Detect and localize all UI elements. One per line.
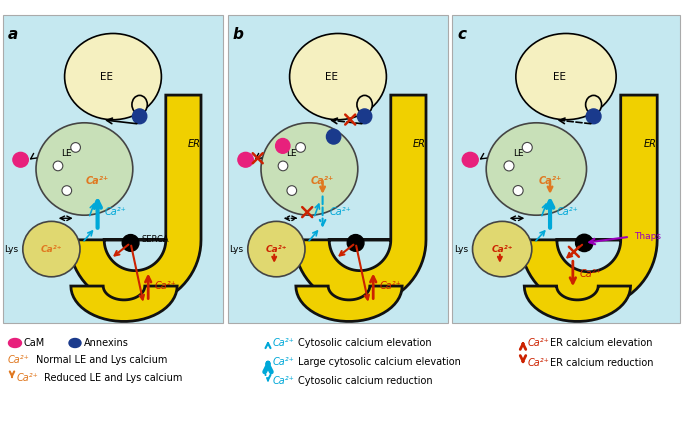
Ellipse shape xyxy=(238,152,253,167)
Bar xyxy=(3,15,223,323)
Text: SERCA: SERCA xyxy=(142,236,169,244)
Circle shape xyxy=(122,235,139,251)
Polygon shape xyxy=(521,95,657,308)
Text: Ca²⁺: Ca²⁺ xyxy=(528,358,550,368)
Circle shape xyxy=(296,142,306,152)
Bar xyxy=(228,15,448,323)
Ellipse shape xyxy=(132,109,147,124)
Text: Ca²⁺: Ca²⁺ xyxy=(40,245,62,254)
Text: Ca²⁺: Ca²⁺ xyxy=(17,373,39,383)
Text: Cytosolic calcium elevation: Cytosolic calcium elevation xyxy=(298,338,432,348)
Ellipse shape xyxy=(8,339,21,348)
Text: EE: EE xyxy=(325,71,338,81)
Text: b: b xyxy=(233,27,244,42)
Ellipse shape xyxy=(473,221,532,277)
Text: Cytosolic calcium reduction: Cytosolic calcium reduction xyxy=(298,376,433,386)
Ellipse shape xyxy=(36,123,133,215)
Ellipse shape xyxy=(132,95,147,114)
Text: Thaps: Thaps xyxy=(634,232,662,241)
Text: Ca²⁺: Ca²⁺ xyxy=(104,207,126,217)
Ellipse shape xyxy=(327,129,340,144)
Polygon shape xyxy=(524,286,630,321)
Text: Ca²⁺: Ca²⁺ xyxy=(538,176,562,186)
Text: Ca²⁺: Ca²⁺ xyxy=(329,207,351,217)
Text: Normal LE and Lys calcium: Normal LE and Lys calcium xyxy=(36,355,167,365)
Bar xyxy=(452,15,680,323)
Ellipse shape xyxy=(290,33,386,120)
Circle shape xyxy=(504,161,514,171)
Text: Ca²⁺: Ca²⁺ xyxy=(86,176,109,186)
Polygon shape xyxy=(69,95,201,306)
Text: Reduced LE and Lys calcium: Reduced LE and Lys calcium xyxy=(44,373,182,383)
Text: Ca²⁺: Ca²⁺ xyxy=(528,338,550,348)
Ellipse shape xyxy=(275,139,290,153)
Ellipse shape xyxy=(13,152,28,167)
Ellipse shape xyxy=(586,109,601,124)
Text: Lys: Lys xyxy=(454,245,468,254)
Text: Ca²⁺: Ca²⁺ xyxy=(8,355,29,365)
Ellipse shape xyxy=(261,123,358,215)
Text: Ca²⁺: Ca²⁺ xyxy=(266,245,287,254)
Polygon shape xyxy=(71,286,177,321)
Polygon shape xyxy=(296,286,402,321)
Text: EE: EE xyxy=(100,71,113,81)
Ellipse shape xyxy=(586,95,601,114)
Text: Ca²⁺: Ca²⁺ xyxy=(155,281,177,291)
Text: Lys: Lys xyxy=(229,245,243,254)
Circle shape xyxy=(347,235,364,251)
Text: Ca²⁺: Ca²⁺ xyxy=(379,281,401,291)
Ellipse shape xyxy=(358,109,372,124)
Text: Ca²⁺: Ca²⁺ xyxy=(311,176,334,186)
Ellipse shape xyxy=(23,221,80,277)
Circle shape xyxy=(278,161,288,171)
Text: ER: ER xyxy=(643,139,656,149)
Ellipse shape xyxy=(516,33,616,120)
Text: Ca²⁺: Ca²⁺ xyxy=(273,376,295,386)
Text: LE: LE xyxy=(286,149,297,158)
Circle shape xyxy=(513,186,523,196)
Circle shape xyxy=(71,142,80,152)
Circle shape xyxy=(575,234,593,252)
Ellipse shape xyxy=(357,95,373,114)
Text: a: a xyxy=(8,27,18,42)
Text: LE: LE xyxy=(62,149,72,158)
Ellipse shape xyxy=(486,123,586,215)
Circle shape xyxy=(522,142,532,152)
Text: Ca²⁺: Ca²⁺ xyxy=(273,338,295,348)
Text: Lys: Lys xyxy=(4,245,18,254)
Ellipse shape xyxy=(462,152,478,167)
Text: Ca²⁺: Ca²⁺ xyxy=(557,207,579,217)
Text: LE: LE xyxy=(513,149,523,158)
Text: ER calcium elevation: ER calcium elevation xyxy=(550,338,653,348)
Text: Ca²⁺: Ca²⁺ xyxy=(491,245,513,254)
Text: ER: ER xyxy=(413,139,425,149)
Text: c: c xyxy=(457,27,466,42)
Text: CaM: CaM xyxy=(24,338,45,348)
Text: ER: ER xyxy=(188,139,201,149)
Circle shape xyxy=(287,186,297,195)
Text: ER calcium reduction: ER calcium reduction xyxy=(550,358,653,368)
Ellipse shape xyxy=(69,339,81,348)
Ellipse shape xyxy=(64,33,162,120)
Polygon shape xyxy=(294,95,426,306)
Circle shape xyxy=(53,161,63,171)
Text: Ca²⁺: Ca²⁺ xyxy=(273,357,295,367)
Text: Annexins: Annexins xyxy=(84,338,129,348)
Text: EE: EE xyxy=(553,71,566,81)
Circle shape xyxy=(62,186,72,195)
Text: Ca²⁺: Ca²⁺ xyxy=(580,269,601,279)
Text: Large cytosolic calcium elevation: Large cytosolic calcium elevation xyxy=(298,357,461,367)
Ellipse shape xyxy=(248,221,305,277)
